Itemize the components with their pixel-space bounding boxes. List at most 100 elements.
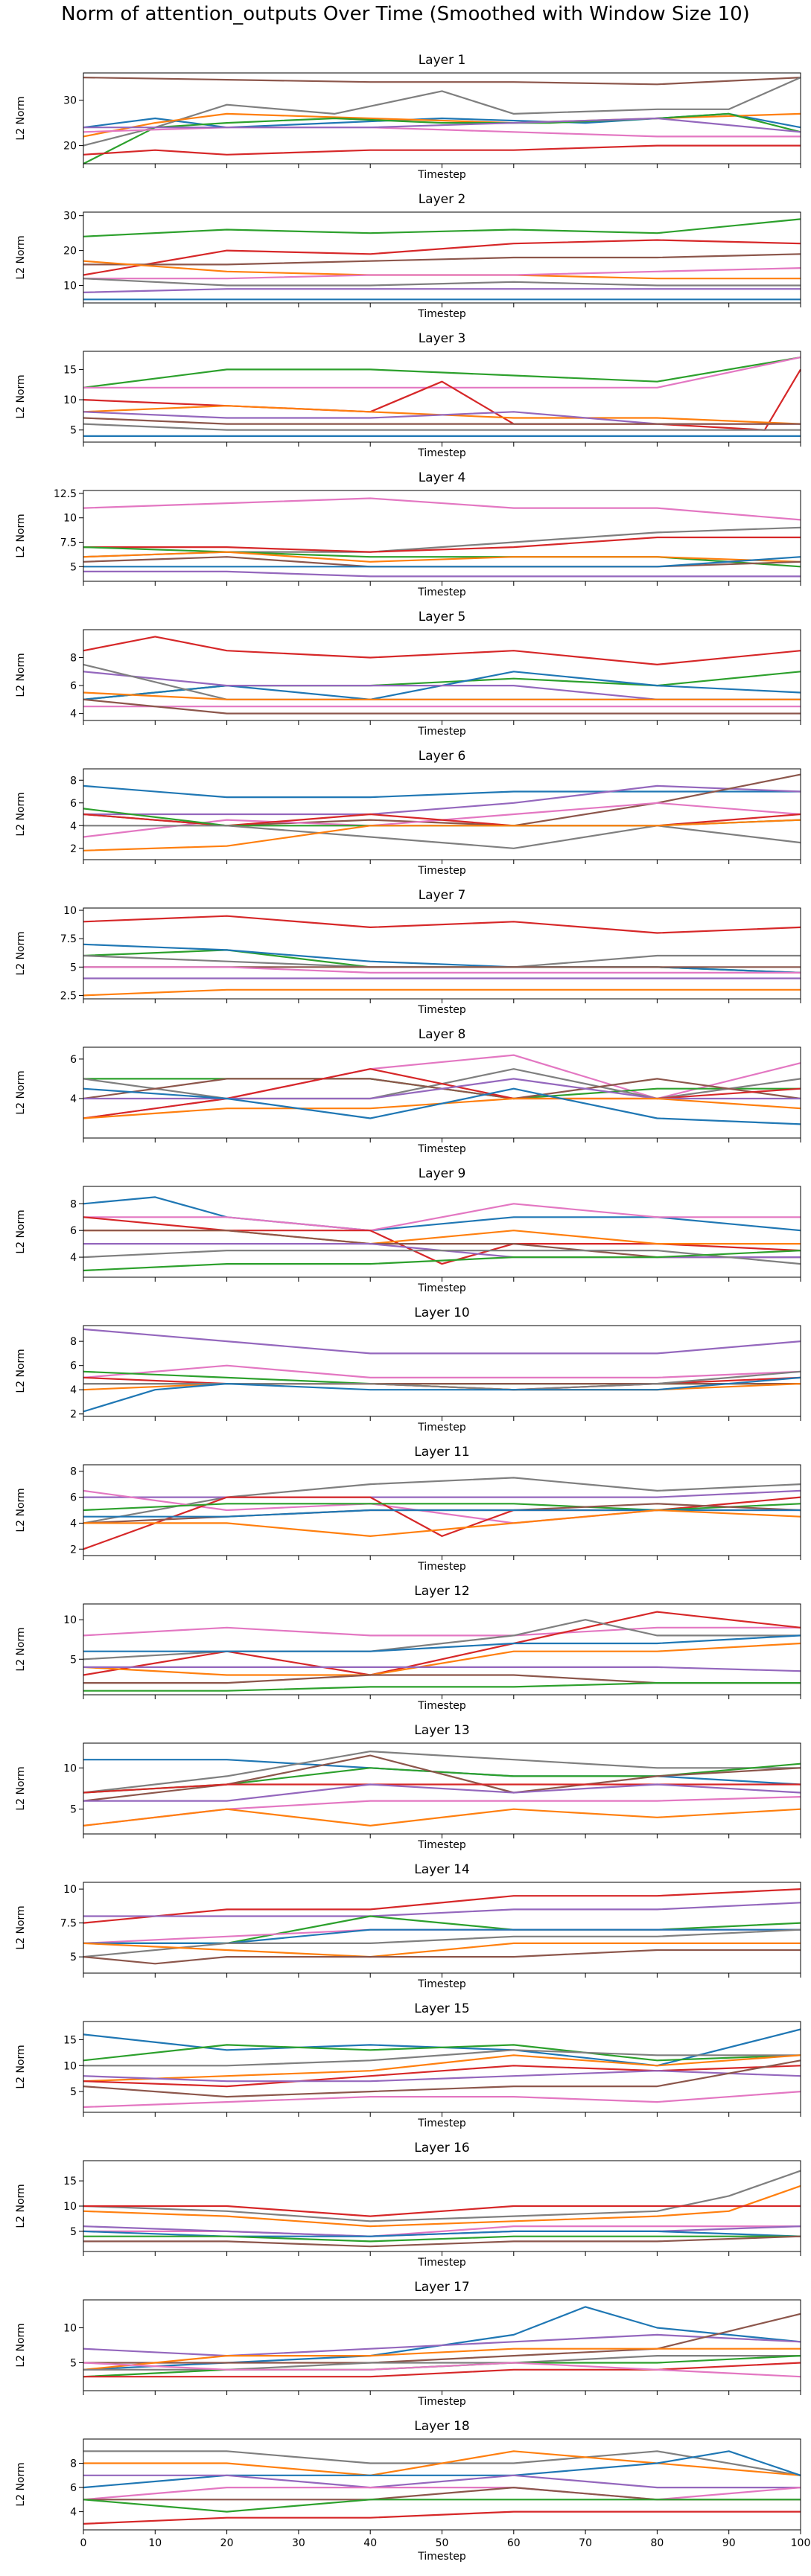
series-line — [83, 2070, 801, 2083]
subplot-title: Layer 6 — [419, 749, 466, 764]
y-tick-label: 12.5 — [54, 488, 77, 500]
series-line — [83, 357, 801, 389]
series-line — [83, 1754, 801, 1802]
y-tick-label: 10 — [63, 2201, 77, 2213]
series-line — [83, 1674, 801, 1684]
series-line — [83, 1619, 801, 1661]
series-line — [83, 417, 801, 425]
y-tick-label: 4 — [70, 2507, 77, 2519]
subplot-title: Layer 16 — [414, 2141, 469, 2155]
series-line — [83, 77, 801, 147]
series-line — [83, 218, 801, 237]
y-tick-label: 5 — [70, 561, 77, 573]
x-axis-label: Timestep — [417, 447, 466, 459]
x-tick-label: 40 — [363, 2537, 377, 2549]
x-axis-label: Timestep — [417, 1561, 466, 1573]
series-line — [83, 1682, 801, 1692]
y-tick-label: 6 — [70, 1361, 77, 1372]
subplot-title: Layer 12 — [414, 1584, 469, 1599]
series-line — [83, 813, 801, 827]
y-tick-label: 10 — [63, 905, 77, 917]
y-tick-label: 5 — [70, 962, 77, 974]
series-line — [83, 1364, 801, 1378]
series-line — [83, 1097, 801, 1119]
subplot-title: Layer 10 — [414, 1305, 469, 1320]
series-line — [83, 278, 801, 287]
series-line — [83, 117, 801, 133]
series-line — [83, 239, 801, 276]
series-line — [83, 2225, 801, 2237]
series-line — [83, 2235, 801, 2243]
series-line — [83, 1888, 801, 1924]
x-axis-label: Timestep — [417, 587, 466, 598]
y-tick-label: 8 — [70, 1198, 77, 1210]
y-tick-label: 5 — [70, 2086, 77, 2098]
y-axis-label: L2 Norm — [15, 792, 27, 836]
series-line — [83, 2450, 801, 2476]
y-tick-label: 5 — [70, 1654, 77, 1666]
series-line — [83, 1783, 801, 1802]
series-line — [83, 784, 801, 799]
series-line — [83, 112, 801, 164]
y-tick-label: 8 — [70, 2458, 77, 2470]
subplot-title: Layer 15 — [414, 2001, 469, 2016]
y-tick-label: 10 — [63, 1614, 77, 1626]
y-tick-label: 20 — [63, 141, 77, 153]
series-line — [83, 988, 801, 997]
series-line — [83, 2474, 801, 2489]
y-tick-label: 10 — [63, 1884, 77, 1896]
series-line — [83, 536, 801, 553]
x-axis-label: Timestep — [417, 2118, 466, 2129]
y-tick-label: 2 — [70, 1544, 77, 1556]
series-line — [83, 570, 801, 578]
x-axis-label: Timestep — [417, 1143, 466, 1155]
series-line — [83, 1328, 801, 1355]
y-axis-label: L2 Norm — [15, 1627, 27, 1671]
series-line — [83, 1196, 801, 1232]
y-axis-label: L2 Norm — [15, 2462, 27, 2506]
series-line — [83, 1503, 801, 1512]
series-line — [83, 368, 801, 431]
series-line — [83, 1509, 801, 1518]
series-line — [83, 784, 801, 816]
series-line — [83, 1087, 801, 1125]
x-tick-label: 50 — [436, 2537, 449, 2549]
y-tick-label: 2 — [70, 1409, 77, 1421]
series-line — [83, 2355, 801, 2371]
series-line — [83, 1783, 801, 1794]
series-line — [83, 1509, 801, 1537]
x-tick-label: 60 — [507, 2537, 521, 2549]
series-line — [83, 1370, 801, 1391]
y-tick-label: 6 — [70, 2482, 77, 2494]
y-tick-label: 10 — [63, 394, 77, 406]
subplot-title: Layer 3 — [419, 331, 466, 346]
series-line — [83, 2205, 801, 2217]
subplot-title: Layer 17 — [414, 2280, 469, 2295]
series-line — [83, 2333, 801, 2357]
x-axis-label: Timestep — [417, 1978, 466, 1990]
series-line — [83, 2044, 801, 2062]
y-tick-label: 5 — [70, 1804, 77, 1816]
series-line — [83, 497, 801, 521]
y-tick-label: 7.5 — [60, 1918, 77, 1930]
x-tick-label: 0 — [80, 2537, 87, 2549]
series-line — [83, 1626, 801, 1637]
series-line — [83, 357, 801, 389]
series-line — [83, 1942, 801, 1958]
subplot-title: Layer 11 — [414, 1445, 469, 1460]
series-line — [83, 1250, 801, 1272]
series-line — [83, 556, 801, 568]
y-tick-label: 10 — [63, 2060, 77, 2072]
x-tick-label: 30 — [292, 2537, 305, 2549]
series-line — [83, 260, 801, 280]
series-line — [83, 2230, 801, 2237]
x-axis-label: Timestep — [417, 865, 466, 877]
plot-frame — [83, 1046, 801, 1139]
series-line — [83, 1611, 801, 1676]
x-axis-label: Timestep — [417, 2257, 466, 2269]
series-line — [83, 2487, 801, 2501]
series-line — [83, 2362, 801, 2378]
y-tick-label: 30 — [63, 211, 77, 223]
y-tick-label: 8 — [70, 775, 77, 787]
y-tick-label: 2.5 — [60, 990, 77, 1002]
